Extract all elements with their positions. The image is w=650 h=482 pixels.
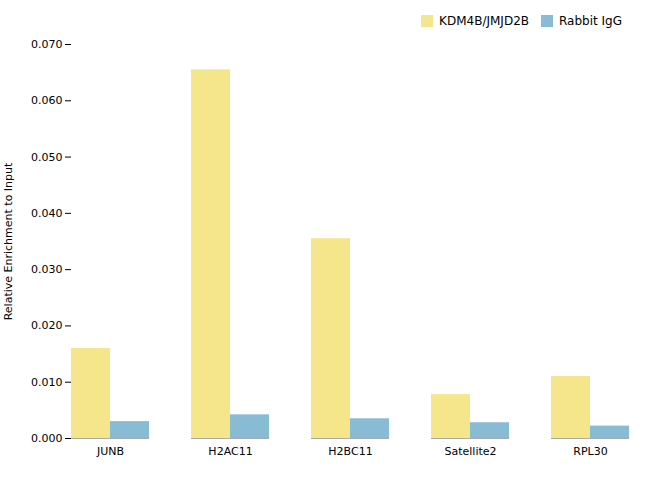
svg-text:H2AC11: H2AC11: [208, 445, 252, 458]
html-text:Rabbit IgG: Rabbit IgG: [559, 13, 622, 28]
svg-text:0.060: 0.060: [31, 94, 63, 107]
svg-text:Relative Enrichment to Input: Relative Enrichment to Input: [2, 162, 15, 320]
svg-text:H2BC11: H2BC11: [328, 445, 372, 458]
svg-text:0.050: 0.050: [31, 151, 63, 164]
svg-text:0.000: 0.000: [31, 432, 63, 445]
svg-text:0.030: 0.030: [31, 263, 63, 276]
svg-text:0.020: 0.020: [31, 319, 63, 332]
html-text:KDM4B/JMJD2B: KDM4B/JMJD2B: [439, 13, 529, 28]
svg-text:JUNB: JUNB: [96, 445, 124, 458]
svg-text:RPL30: RPL30: [573, 445, 607, 458]
svg-text:0.010: 0.010: [31, 376, 63, 389]
svg-text:Satellite2: Satellite2: [444, 445, 496, 458]
svg-text:0.040: 0.040: [31, 207, 63, 220]
svg-text:0.070: 0.070: [31, 38, 63, 51]
